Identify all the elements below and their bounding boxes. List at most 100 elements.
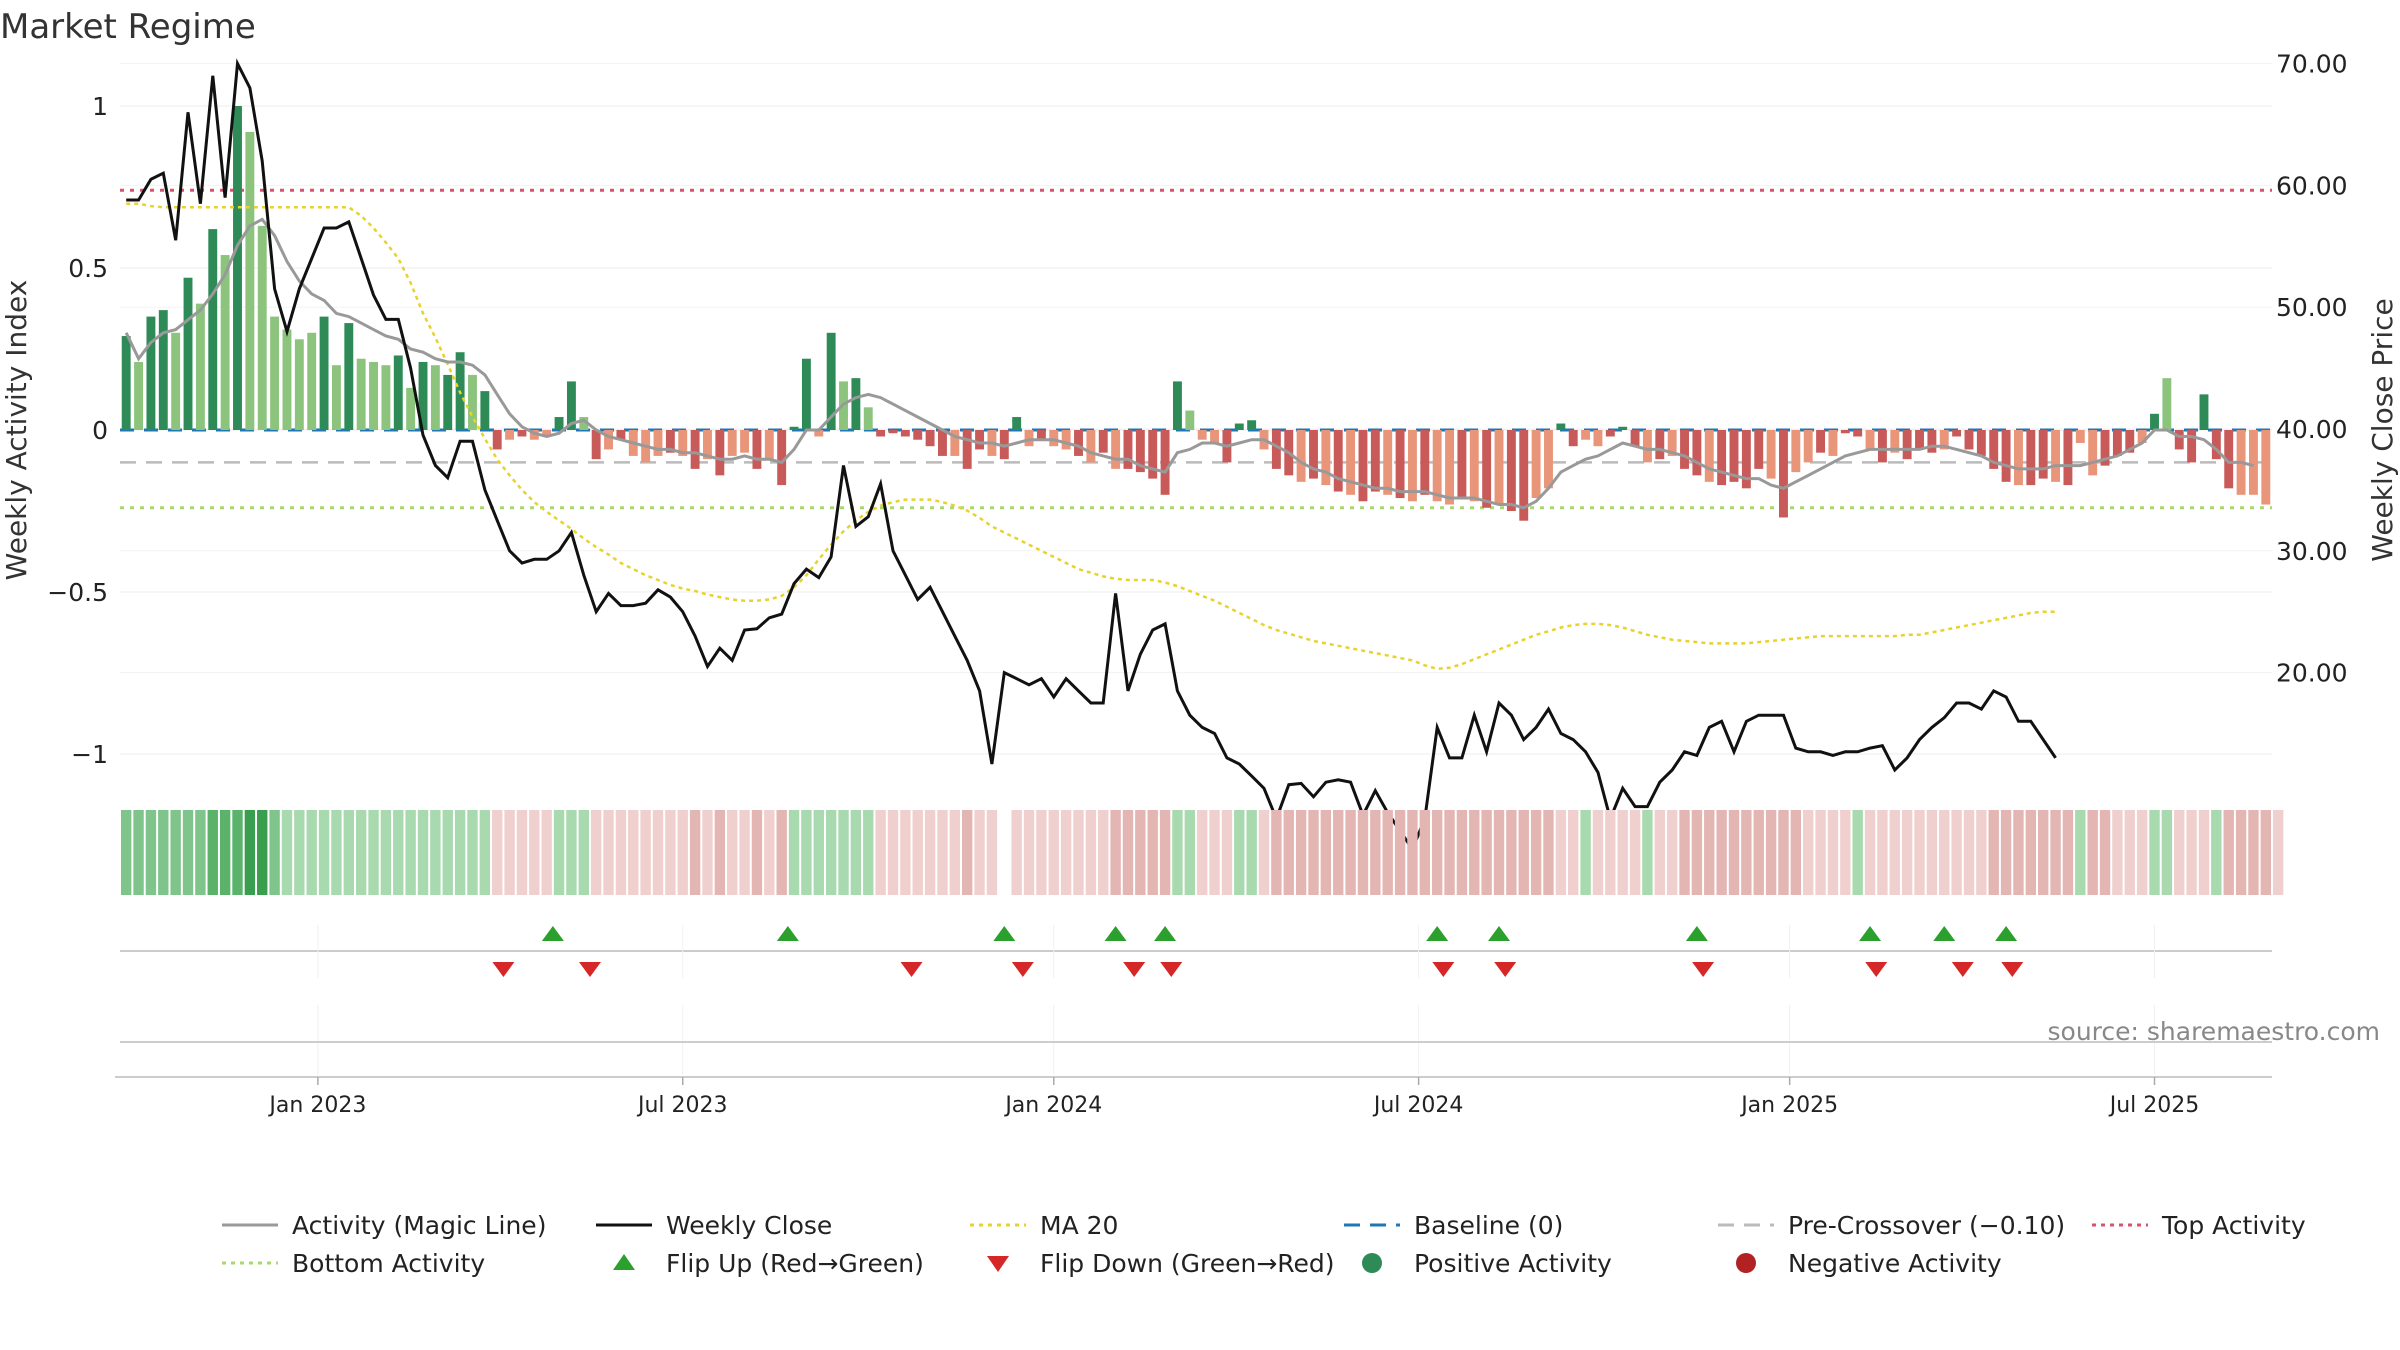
legend-item: Weekly Close bbox=[596, 1211, 832, 1240]
ribbon-cell bbox=[1345, 810, 1356, 895]
ribbon-cell bbox=[566, 810, 577, 895]
activity-bar bbox=[1086, 430, 1096, 463]
ribbon-cell bbox=[1110, 810, 1121, 895]
flip-up-marker bbox=[1933, 926, 1956, 941]
ribbon-cell bbox=[2075, 810, 2086, 895]
activity-bar bbox=[393, 355, 403, 430]
activity-bar bbox=[1952, 430, 1962, 437]
activity-bar bbox=[1741, 430, 1751, 489]
ribbon-cell bbox=[1864, 810, 1876, 895]
ribbon-cell bbox=[838, 810, 849, 895]
activity-bar bbox=[1247, 420, 1257, 430]
ribbon-cell bbox=[2062, 810, 2074, 895]
ribbon-cell bbox=[331, 810, 342, 895]
flip-up-marker bbox=[1995, 926, 2018, 941]
activity-bar bbox=[195, 303, 205, 430]
ribbon-cell bbox=[665, 810, 676, 895]
activity-bar bbox=[1605, 430, 1615, 437]
ribbon-cell bbox=[2087, 810, 2098, 895]
ribbon-cell bbox=[1295, 810, 1307, 895]
flip-down-marker bbox=[1494, 962, 1517, 977]
right-tick-label: 30.00 bbox=[2276, 537, 2348, 566]
ribbon-cell bbox=[1827, 810, 1839, 895]
activity-bar bbox=[665, 430, 675, 453]
legend-item: Bottom Activity bbox=[222, 1249, 485, 1278]
legend-label: Flip Down (Green→Red) bbox=[1040, 1249, 1335, 1278]
activity-bar bbox=[2100, 430, 2110, 466]
ribbon-cell bbox=[1370, 810, 1381, 895]
right-axis: 70.00 60.00 50.00 40.00 30.00 20.00 bbox=[2276, 50, 2348, 688]
ribbon-cell bbox=[1840, 810, 1851, 895]
ribbon-cell bbox=[2025, 810, 2037, 895]
activity-bar bbox=[319, 316, 329, 430]
ribbon-cell bbox=[924, 810, 936, 895]
left-tick-label: −0.5 bbox=[47, 578, 108, 607]
activity-bar bbox=[1939, 430, 1949, 450]
flip-up-marker bbox=[1685, 926, 1708, 941]
ribbon-cell bbox=[986, 810, 998, 895]
legend-item: Top Activity bbox=[2092, 1211, 2306, 1240]
activity-bar bbox=[888, 430, 898, 434]
flip-down-marker bbox=[1160, 962, 1183, 977]
activity-bar bbox=[270, 316, 280, 430]
ribbon-cell bbox=[306, 810, 317, 895]
activity-bar bbox=[1655, 430, 1665, 460]
activity-bar bbox=[678, 430, 688, 456]
ribbon-cell bbox=[219, 810, 231, 895]
ribbon-cell bbox=[244, 810, 256, 895]
activity-bar bbox=[245, 131, 255, 431]
ribbon-cell bbox=[1901, 810, 1913, 895]
ribbon-cell bbox=[1073, 810, 1084, 895]
ribbon-cell bbox=[677, 810, 688, 895]
activity-bar bbox=[183, 277, 193, 430]
activity-bar bbox=[913, 430, 923, 440]
ribbon-cell bbox=[1704, 810, 1715, 895]
ribbon-cell bbox=[1543, 810, 1554, 895]
ribbon-cell bbox=[1555, 810, 1567, 895]
ribbon-cell bbox=[1333, 810, 1344, 895]
activity-bar bbox=[1865, 430, 1875, 450]
activity-bar bbox=[1803, 430, 1813, 463]
activity-bar bbox=[158, 310, 168, 430]
ribbon-cell bbox=[1728, 810, 1740, 895]
activity-bar bbox=[282, 329, 292, 430]
activity-bar bbox=[2187, 430, 2197, 463]
ribbon-cell bbox=[813, 810, 824, 895]
ribbon-cell bbox=[1716, 810, 1727, 895]
activity-bar bbox=[876, 430, 886, 437]
activity-bar bbox=[1383, 430, 1393, 495]
ribbon-cell bbox=[479, 810, 491, 895]
activity-bar bbox=[1618, 426, 1628, 430]
ribbon-cell bbox=[195, 810, 206, 895]
activity-bar bbox=[1271, 430, 1281, 469]
ribbon-cell bbox=[615, 810, 627, 895]
ribbon-cell bbox=[1914, 810, 1925, 895]
activity-bar bbox=[616, 430, 626, 440]
legend-label: Pre-Crossover (−0.10) bbox=[1788, 1211, 2065, 1240]
ribbon-cell bbox=[714, 810, 726, 895]
ribbon-cell bbox=[1889, 810, 1900, 895]
ribbon-cell bbox=[2272, 810, 2284, 895]
activity-bar bbox=[121, 336, 131, 430]
ribbon-cell bbox=[1085, 810, 1097, 895]
activity-bar bbox=[1420, 430, 1430, 495]
activity-bar bbox=[331, 365, 341, 430]
legend-item: Flip Down (Green→Red) bbox=[987, 1249, 1335, 1278]
activity-bar bbox=[480, 391, 490, 430]
ribbon-cell bbox=[1444, 810, 1455, 895]
ribbon-cell bbox=[2248, 810, 2259, 895]
activity-bar bbox=[505, 430, 515, 440]
activity-bar bbox=[1531, 430, 1541, 499]
ribbon-cell bbox=[467, 810, 478, 895]
ribbon-cell bbox=[1419, 810, 1430, 895]
ribbon-cell bbox=[1060, 810, 1072, 895]
activity-bar bbox=[1779, 430, 1788, 518]
ribbon-cell bbox=[343, 810, 354, 895]
ribbon-cell bbox=[553, 810, 565, 895]
ribbon-cell bbox=[1654, 810, 1665, 895]
activity-bar bbox=[2199, 394, 2209, 430]
ribbon-cell bbox=[355, 810, 367, 895]
activity-bar bbox=[1927, 430, 1937, 453]
ribbon-cell bbox=[863, 810, 874, 895]
ribbon-cell bbox=[2186, 810, 2197, 895]
